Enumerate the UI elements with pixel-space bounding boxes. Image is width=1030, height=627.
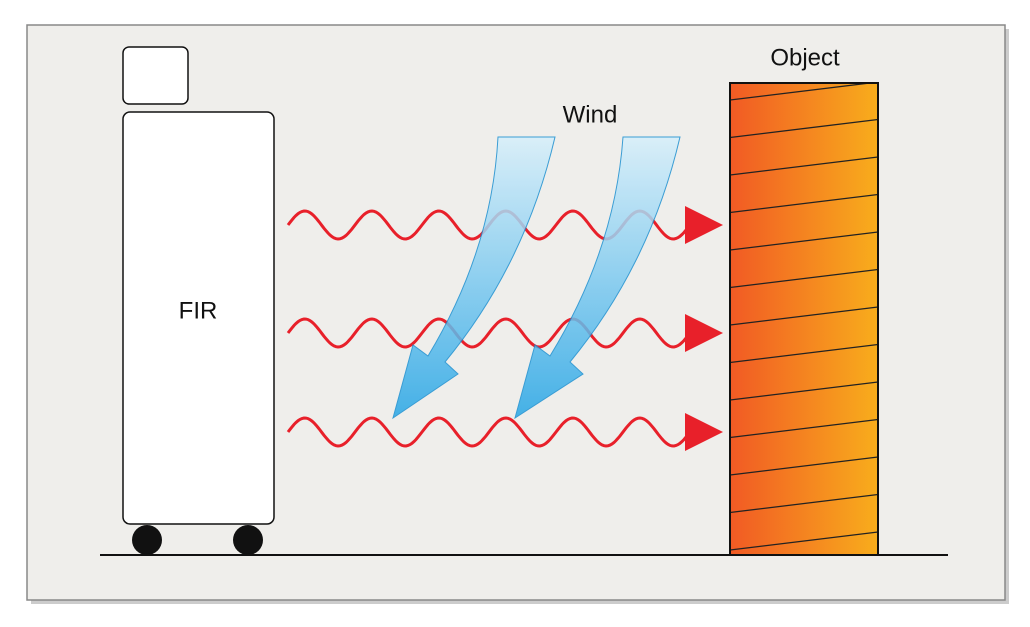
wind-label: Wind [563,101,618,128]
wave [286,416,690,448]
hatch-line [730,306,878,326]
object-label: Object [770,44,840,71]
wave [286,317,690,349]
wave-arrowhead [685,206,723,244]
object [730,83,878,555]
hatch-line [730,156,878,176]
hatch-line [730,231,878,251]
heater-top [122,46,189,105]
wave-arrowhead [685,314,723,352]
heater-body [122,111,275,525]
hatch-line [730,83,876,101]
hatch-line [730,268,878,289]
wheel [132,525,162,555]
hatch-line [730,418,878,439]
hatch-line [730,118,878,139]
hatch-line [730,381,878,401]
wave-arrowhead [685,413,723,451]
wind-arrow [392,136,556,420]
hatch-line [730,193,878,214]
heater-label: FIR [179,297,218,324]
hatch-line [730,493,878,514]
hatch-line [730,531,878,551]
wheel [233,525,263,555]
hatch-line [730,456,878,476]
wind-arrow [514,136,681,420]
hatch-line [730,343,878,364]
hatch [730,83,878,551]
